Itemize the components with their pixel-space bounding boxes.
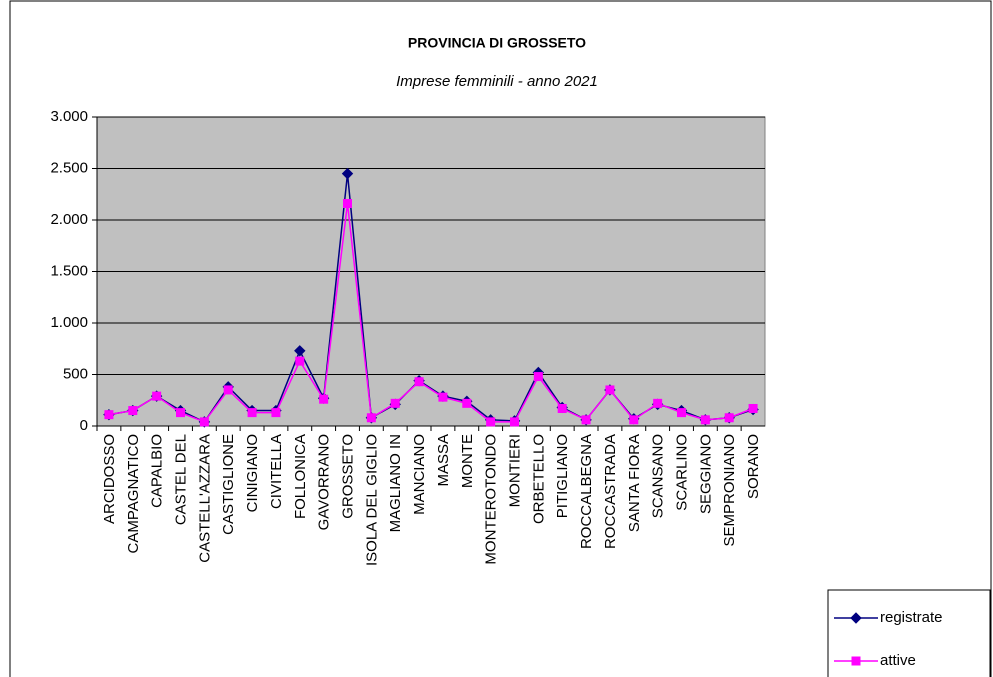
chart-subtitle: Imprese femminili - anno 2021 xyxy=(396,73,598,90)
x-tick-label: ISOLA DEL GIGLIO xyxy=(363,434,380,566)
x-tick-label: ORBETELLO xyxy=(530,434,547,524)
x-tick-label: SEMPRONIANO xyxy=(721,434,738,547)
data-point xyxy=(104,410,114,420)
data-point xyxy=(128,406,138,416)
x-tick-label: CINIGIANO xyxy=(244,434,261,512)
data-point xyxy=(319,394,329,404)
x-tick-label: MONTIERI xyxy=(506,434,523,507)
x-tick-label: CAMPAGNATICO xyxy=(125,434,142,553)
x-tick-label: SEGGIANO xyxy=(697,434,714,514)
y-tick-label: 0 xyxy=(80,417,88,434)
x-tick-label: CASTIGLIONE xyxy=(220,434,237,535)
data-point xyxy=(343,199,352,209)
data-point xyxy=(533,372,543,382)
data-point xyxy=(295,356,305,366)
data-point xyxy=(223,385,233,395)
data-point xyxy=(581,415,591,425)
legend-label: attive xyxy=(880,652,916,669)
y-tick-label: 1.500 xyxy=(50,262,88,279)
y-tick-label: 1.000 xyxy=(50,314,88,331)
x-tick-label: CASTELL'AZZARA xyxy=(196,434,213,563)
data-point xyxy=(486,417,496,427)
x-tick-label: SORANO xyxy=(745,434,762,499)
data-point xyxy=(748,403,758,413)
x-tick-label: MAGLIANO IN xyxy=(387,434,404,532)
data-point xyxy=(390,398,400,408)
x-tick-label: SCARLINO xyxy=(673,434,690,511)
x-tick-label: ROCCALBEGNA xyxy=(578,434,595,549)
legend-label: registrate xyxy=(880,609,943,626)
y-tick-label: 2.000 xyxy=(50,211,88,228)
data-point xyxy=(199,417,209,427)
x-tick-label: CAPALBIO xyxy=(149,434,166,508)
data-point xyxy=(438,392,448,402)
data-point xyxy=(677,408,686,418)
x-tick-label: CASTEL DEL xyxy=(172,434,189,525)
x-tick-label: CIVITELLA xyxy=(268,434,285,509)
data-point xyxy=(557,403,567,413)
data-point xyxy=(294,345,306,357)
x-tick-label: MASSA xyxy=(435,434,452,487)
data-point xyxy=(700,415,710,425)
x-tick-label: SANTA FIORA xyxy=(626,434,643,532)
data-point xyxy=(414,377,424,387)
x-tick-label: MANCIANO xyxy=(411,434,428,515)
x-tick-label: GAVORRANO xyxy=(316,434,333,530)
data-point xyxy=(152,391,162,401)
chart-title: PROVINCIA DI GROSSETO xyxy=(408,35,586,51)
data-point xyxy=(605,385,615,395)
x-tick-label: PITIGLIANO xyxy=(554,434,571,518)
data-point xyxy=(462,398,472,408)
x-tick-label: MONTE xyxy=(459,434,476,488)
x-tick-label: GROSSETO xyxy=(339,434,356,519)
y-tick-label: 3.000 xyxy=(50,108,88,125)
x-tick-label: MONTEROTONDO xyxy=(483,434,500,565)
data-point xyxy=(510,417,519,427)
x-tick-label: FOLLONICA xyxy=(292,434,309,519)
legend-marker xyxy=(851,656,861,666)
y-tick-label: 500 xyxy=(63,365,88,382)
x-tick-label: SCANSANO xyxy=(650,434,667,518)
data-point xyxy=(724,413,734,423)
data-point xyxy=(247,408,257,418)
x-tick-label: ARCIDOSSO xyxy=(101,434,118,524)
data-point xyxy=(653,398,663,408)
data-point xyxy=(341,167,354,180)
data-point xyxy=(176,408,185,418)
data-point xyxy=(271,408,281,418)
series-line xyxy=(108,203,754,423)
data-point xyxy=(629,415,639,425)
data-point xyxy=(366,413,376,423)
y-tick-label: 2.500 xyxy=(50,159,88,176)
legend-marker xyxy=(850,612,862,624)
x-tick-label: ROCCASTRADA xyxy=(602,434,619,549)
